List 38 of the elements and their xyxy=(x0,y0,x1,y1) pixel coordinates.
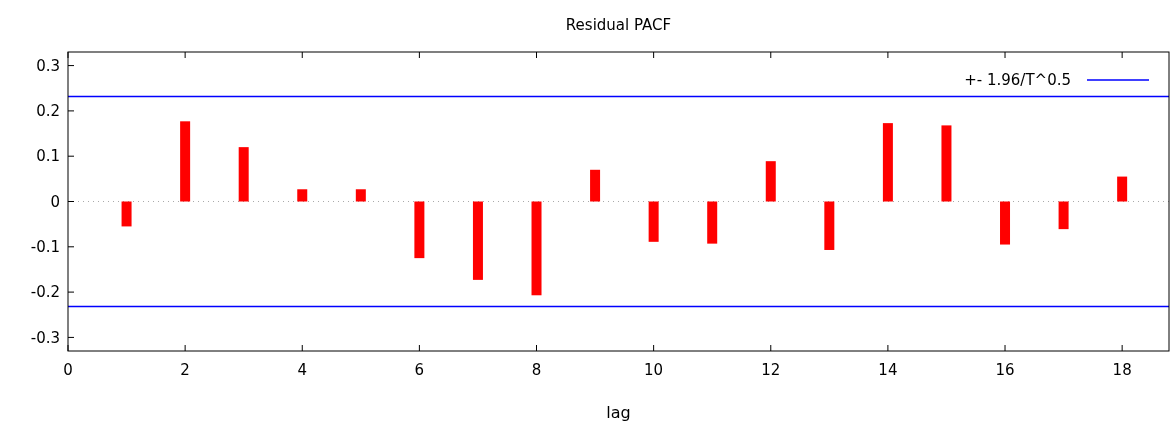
bar xyxy=(414,201,425,259)
bar xyxy=(180,121,191,202)
bar xyxy=(590,169,601,202)
bar xyxy=(472,201,483,280)
y-tick-label: 0.3 xyxy=(36,56,60,75)
x-tick-label: 2 xyxy=(180,361,190,379)
x-tick-label: 16 xyxy=(995,361,1015,379)
x-axis-title: lag xyxy=(606,403,631,422)
bar xyxy=(355,189,366,202)
x-tick-label: 4 xyxy=(297,361,308,379)
bar xyxy=(1000,201,1011,245)
y-tick-label: -0.3 xyxy=(30,328,60,347)
y-tick-label: 0 xyxy=(50,192,60,211)
x-tick-label: 10 xyxy=(644,361,664,379)
bar xyxy=(1117,176,1128,202)
y-tick-label: 0.1 xyxy=(36,147,60,166)
x-tick-label: 14 xyxy=(878,361,898,379)
x-tick-label: 0 xyxy=(63,361,73,379)
x-tick-label: 8 xyxy=(531,361,542,379)
x-tick-label: 6 xyxy=(414,361,425,379)
chart-title: Residual PACF xyxy=(565,16,672,34)
bar xyxy=(765,161,776,202)
bar xyxy=(531,201,542,296)
y-tick-label: -0.1 xyxy=(30,238,60,257)
bar xyxy=(121,201,132,227)
y-tick-label: 0.2 xyxy=(36,102,60,121)
bar xyxy=(707,201,718,244)
x-tick-label: 18 xyxy=(1112,361,1132,379)
bar xyxy=(238,147,249,202)
bar xyxy=(941,125,952,202)
bar xyxy=(648,201,659,242)
bar xyxy=(1058,201,1069,230)
x-tick-label: 12 xyxy=(761,361,781,379)
bar xyxy=(297,189,308,202)
legend-label: +- 1.96/T^0.5 xyxy=(964,71,1071,89)
bar xyxy=(882,123,893,202)
y-tick-label: -0.2 xyxy=(30,283,60,302)
bar xyxy=(824,201,835,250)
